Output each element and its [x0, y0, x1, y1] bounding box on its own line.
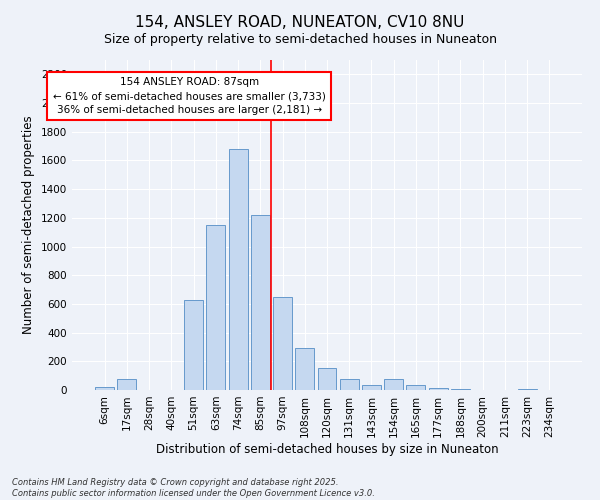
Bar [295, 348, 314, 390]
Bar [184, 300, 203, 390]
X-axis label: Distribution of semi-detached houses by size in Nuneaton: Distribution of semi-detached houses by … [155, 442, 499, 456]
Bar [429, 388, 448, 390]
Bar [406, 385, 425, 390]
Bar [206, 225, 225, 390]
Bar [229, 149, 248, 390]
Text: Size of property relative to semi-detached houses in Nuneaton: Size of property relative to semi-detach… [104, 32, 497, 46]
Text: 154, ANSLEY ROAD, NUNEATON, CV10 8NU: 154, ANSLEY ROAD, NUNEATON, CV10 8NU [136, 15, 464, 30]
Bar [317, 368, 337, 390]
Text: Contains HM Land Registry data © Crown copyright and database right 2025.
Contai: Contains HM Land Registry data © Crown c… [12, 478, 375, 498]
Bar [118, 378, 136, 390]
Bar [340, 378, 359, 390]
Y-axis label: Number of semi-detached properties: Number of semi-detached properties [22, 116, 35, 334]
Text: 154 ANSLEY ROAD: 87sqm
← 61% of semi-detached houses are smaller (3,733)
36% of : 154 ANSLEY ROAD: 87sqm ← 61% of semi-det… [53, 77, 326, 115]
Bar [384, 378, 403, 390]
Bar [251, 215, 270, 390]
Bar [95, 387, 114, 390]
Bar [273, 296, 292, 390]
Bar [362, 385, 381, 390]
